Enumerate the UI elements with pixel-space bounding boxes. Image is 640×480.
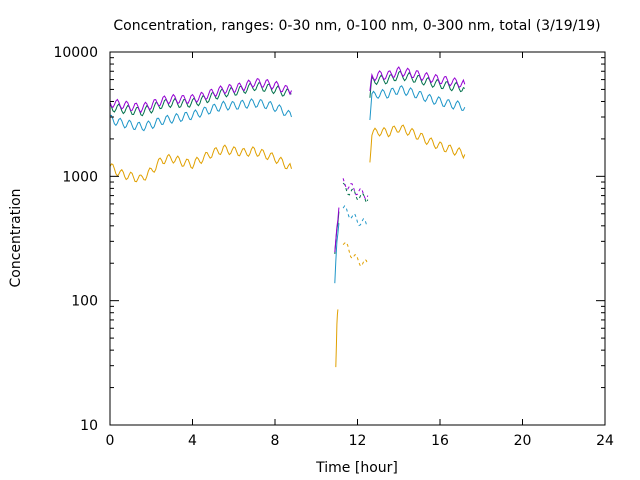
series-4-segment-4 [369,66,466,92]
y-tick-label: 100 [71,294,98,310]
y-axis-label: Concentration [8,188,24,287]
y-tick-label: 1000 [62,169,98,185]
plot-frame [109,51,606,426]
x-tick-label: 8 [271,433,280,449]
series-1-segment-2 [335,309,339,368]
series-3-segment-1 [109,82,292,117]
x-tick-label: 16 [431,433,449,449]
series-2-segment-4 [369,85,466,121]
series-layer [109,66,466,368]
series-2-segment-1 [109,98,292,132]
series-4-segment-3 [342,178,369,200]
x-tick-label: 0 [106,433,115,449]
x-tick-label: 24 [596,433,614,449]
series-1-segment-1 [109,144,292,183]
x-tick-label: 4 [188,433,197,449]
series-1-segment-4 [369,124,466,163]
series-4-segment-2 [334,207,340,253]
series-3-segment-4 [369,70,466,98]
y-tick-label: 10000 [53,45,98,61]
series-3-segment-3 [342,182,369,205]
ticks-layer: 0 4 8 12 16 20 24 10 100 1000 10000 [53,45,614,449]
x-tick-label: 12 [349,433,367,449]
series-2-segment-3 [342,205,368,227]
series-1-segment-3 [342,241,369,267]
x-tick-label: 20 [514,433,532,449]
chart-title: Concentration, ranges: 0-30 nm, 0-100 nm… [113,18,600,34]
series-4-segment-1 [109,77,292,114]
series-2-segment-2 [334,223,340,284]
x-axis-label: Time [hour] [315,460,398,476]
y-tick-label: 10 [80,418,98,434]
